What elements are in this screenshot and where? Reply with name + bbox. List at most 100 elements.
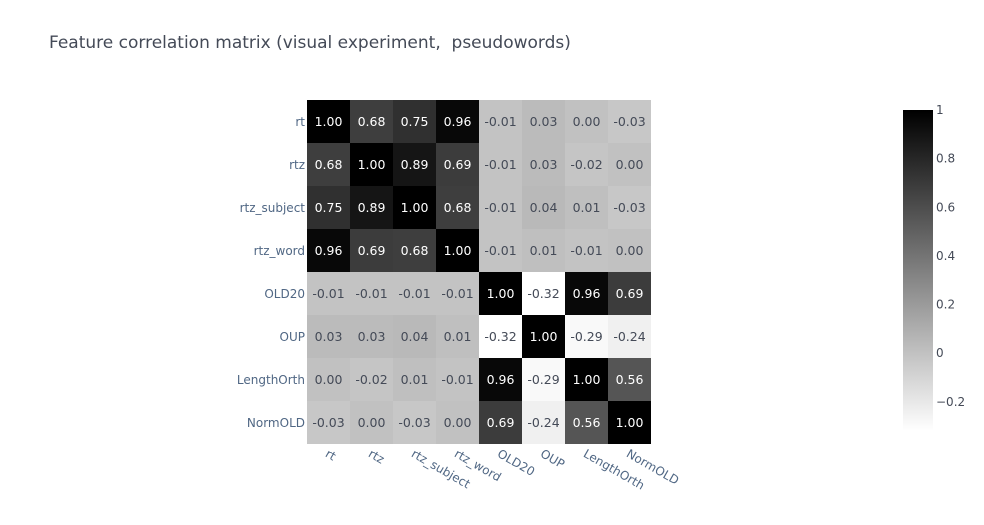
heatmap-cell [608, 315, 651, 358]
cell-value-label: 1.00 [573, 372, 601, 387]
heatmap-cell [565, 143, 608, 186]
heatmap-cell [436, 229, 479, 272]
cell-value-label: 0.96 [573, 286, 601, 301]
heatmap-cell [565, 401, 608, 444]
heatmap-cell [522, 100, 565, 143]
cell-value-label: 0.75 [315, 200, 343, 215]
heatmap-cell [393, 358, 436, 401]
cell-value-label: -0.32 [527, 286, 559, 301]
colorbar [903, 110, 933, 431]
colorbar-tick-label: −0.2 [936, 395, 965, 409]
cell-value-label: -0.01 [484, 157, 516, 172]
cell-value-label: -0.29 [570, 329, 602, 344]
cell-value-label: -0.03 [613, 200, 645, 215]
colorbar-tick-label: 1 [936, 103, 944, 117]
cell-value-label: 0.68 [315, 157, 343, 172]
heatmap-cell [350, 186, 393, 229]
cell-value-label: -0.01 [570, 243, 602, 258]
heatmap-cell [436, 401, 479, 444]
cell-value-label: 0.89 [401, 157, 429, 172]
cell-value-label: 0.01 [401, 372, 429, 387]
cell-value-label: 0.68 [358, 114, 386, 129]
cell-value-label: 0.00 [444, 415, 472, 430]
cell-value-label: 0.96 [444, 114, 472, 129]
cell-value-label: 0.56 [616, 372, 644, 387]
cell-value-label: 1.00 [358, 157, 386, 172]
cell-value-label: 0.01 [530, 243, 558, 258]
heatmap-cell [436, 186, 479, 229]
chart-title: Feature correlation matrix (visual exper… [49, 33, 571, 53]
heatmap-cell [608, 401, 651, 444]
cell-value-label: -0.01 [441, 286, 473, 301]
heatmap-cell [522, 272, 565, 315]
heatmap-cell [565, 186, 608, 229]
x-tick-label: rt [323, 446, 339, 463]
y-tick-label: rtz [289, 158, 305, 172]
colorbar-tick-label: 0 [936, 346, 944, 360]
heatmap-cell [436, 143, 479, 186]
heatmap-cell [522, 186, 565, 229]
colorbar-tick-label: 0.8 [936, 152, 955, 166]
heatmap-cell [350, 143, 393, 186]
cell-value-label: -0.01 [484, 200, 516, 215]
heatmap-cell [522, 229, 565, 272]
heatmap-cell [436, 358, 479, 401]
cell-value-label: 0.03 [315, 329, 343, 344]
colorbar-tick-label: 0.4 [936, 249, 955, 263]
heatmap-cell [565, 272, 608, 315]
cell-value-label: 0.03 [530, 157, 558, 172]
heatmap-cell [436, 100, 479, 143]
cell-value-label: 1.00 [616, 415, 644, 430]
heatmap-cell [393, 401, 436, 444]
heatmap-cell [522, 358, 565, 401]
heatmap-cell [307, 143, 350, 186]
y-tick-label: rtz_word [254, 244, 305, 258]
heatmap-cell [608, 358, 651, 401]
heatmap-cell [565, 100, 608, 143]
heatmap-cell [522, 315, 565, 358]
y-tick-label: NormOLD [247, 416, 305, 430]
heatmap-cell [436, 315, 479, 358]
cell-value-label: -0.01 [312, 286, 344, 301]
y-tick-label: rt [295, 115, 305, 129]
heatmap-cell [608, 229, 651, 272]
cell-value-label: 1.00 [315, 114, 343, 129]
cell-value-label: -0.03 [312, 415, 344, 430]
cell-value-label: 0.03 [530, 114, 558, 129]
heatmap-cell [350, 358, 393, 401]
cell-value-label: -0.01 [398, 286, 430, 301]
heatmap-cell [479, 315, 522, 358]
cell-value-label: 0.68 [401, 243, 429, 258]
heatmap-cell [479, 186, 522, 229]
cell-value-label: -0.29 [527, 372, 559, 387]
heatmap-cell [307, 100, 350, 143]
heatmap-cell [608, 186, 651, 229]
cell-value-label: 0.56 [573, 415, 601, 430]
y-tick-label: rtz_subject [240, 201, 306, 215]
cell-value-label: 0.96 [487, 372, 515, 387]
heatmap-cell [479, 100, 522, 143]
cell-value-label: 0.69 [487, 415, 515, 430]
x-tick-label: OUP [538, 446, 567, 471]
x-tick-label: rtz [366, 446, 387, 466]
heatmap-cell [608, 143, 651, 186]
cell-value-label: 0.04 [530, 200, 558, 215]
heatmap-cell [350, 401, 393, 444]
heatmap-cell [479, 401, 522, 444]
heatmap-cell [479, 143, 522, 186]
heatmap-cell [307, 272, 350, 315]
cell-value-label: 0.89 [358, 200, 386, 215]
heatmap-cell [393, 143, 436, 186]
colorbar-tick-label: 0.2 [936, 298, 955, 312]
cell-value-label: -0.01 [484, 114, 516, 129]
cell-value-label: 0.03 [358, 329, 386, 344]
cell-value-label: 0.01 [573, 200, 601, 215]
y-tick-label: LengthOrth [237, 373, 305, 387]
cell-value-label: 0.96 [315, 243, 343, 258]
cell-value-label: 0.04 [401, 329, 429, 344]
cell-value-label: -0.24 [613, 329, 645, 344]
cell-value-label: -0.02 [355, 372, 387, 387]
cell-value-label: 0.00 [616, 243, 644, 258]
heatmap-cell [565, 315, 608, 358]
heatmap-cell [307, 186, 350, 229]
